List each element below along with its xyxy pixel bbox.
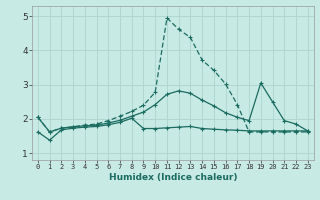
X-axis label: Humidex (Indice chaleur): Humidex (Indice chaleur) [108,173,237,182]
